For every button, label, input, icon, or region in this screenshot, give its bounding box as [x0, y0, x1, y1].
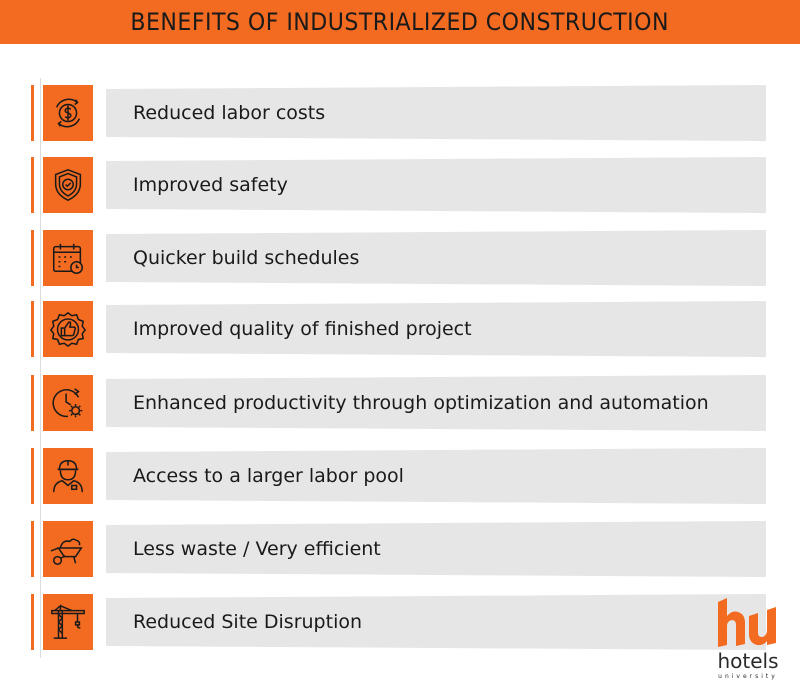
benefit-label: Access to a larger labor pool — [133, 465, 404, 487]
label-band — [106, 521, 766, 577]
benefit-item: Reduced Site Disruption — [31, 594, 771, 650]
icon-tile — [43, 375, 93, 431]
icon-tile — [43, 594, 93, 650]
icon-tile — [43, 521, 93, 577]
label-band — [106, 375, 766, 431]
label-band — [106, 301, 766, 357]
label-band — [106, 594, 766, 650]
thumbs-up-badge-icon — [49, 311, 87, 348]
safety-shield-icon — [54, 168, 82, 202]
benefit-item: Enhanced productivity through optimizati… — [31, 375, 771, 431]
logo-wordmark: hotels — [717, 649, 779, 673]
label-band — [106, 157, 766, 213]
benefit-item: Less waste / Very efficient — [31, 521, 771, 577]
accent-stripe — [31, 375, 34, 431]
label-band — [106, 448, 766, 504]
benefit-item: Improved safety — [31, 157, 771, 213]
icon-tile — [43, 157, 93, 213]
label-band — [106, 85, 766, 141]
accent-stripe — [31, 157, 34, 213]
benefit-label: Improved safety — [133, 174, 288, 196]
wheelbarrow-icon — [50, 538, 83, 565]
accent-stripe — [31, 594, 34, 650]
accent-stripe — [31, 230, 34, 286]
dollar-cycle-icon — [55, 98, 81, 128]
benefit-item: Improved quality of finished project — [31, 301, 771, 357]
page-title: BENEFITS OF INDUSTRIALIZED CONSTRUCTION — [130, 8, 670, 36]
accent-stripe — [31, 448, 34, 504]
benefit-item: Access to a larger labor pool — [31, 448, 771, 504]
accent-stripe — [31, 85, 34, 141]
benefit-item: Quicker build schedules — [31, 230, 771, 286]
tower-crane-icon — [51, 604, 85, 639]
icon-tile — [43, 448, 93, 504]
hotels-university-logo: hotels university — [706, 596, 790, 688]
calendar-clock-icon — [52, 243, 84, 274]
benefit-label: Less waste / Very efficient — [133, 538, 381, 560]
benefit-label: Reduced Site Disruption — [133, 611, 363, 633]
benefit-item: Reduced labor costs — [31, 85, 771, 141]
logo-subtitle: university — [718, 673, 778, 680]
worker-icon — [52, 460, 84, 493]
benefit-label: Improved quality of finished project — [133, 318, 472, 340]
label-band — [106, 230, 766, 286]
icon-tile — [43, 85, 93, 141]
hu-logo-mark — [718, 598, 776, 647]
icon-tile — [43, 230, 93, 286]
clock-gear-icon — [52, 388, 83, 418]
frame-divider-left — [40, 78, 41, 658]
header-banner: BENEFITS OF INDUSTRIALIZED CONSTRUCTION — [0, 0, 800, 44]
accent-stripe — [31, 301, 34, 357]
icon-tile — [43, 301, 93, 357]
accent-stripe — [31, 521, 34, 577]
benefit-label: Enhanced productivity through optimizati… — [133, 392, 709, 414]
benefit-label: Reduced labor costs — [133, 102, 326, 124]
benefit-label: Quicker build schedules — [133, 247, 360, 269]
